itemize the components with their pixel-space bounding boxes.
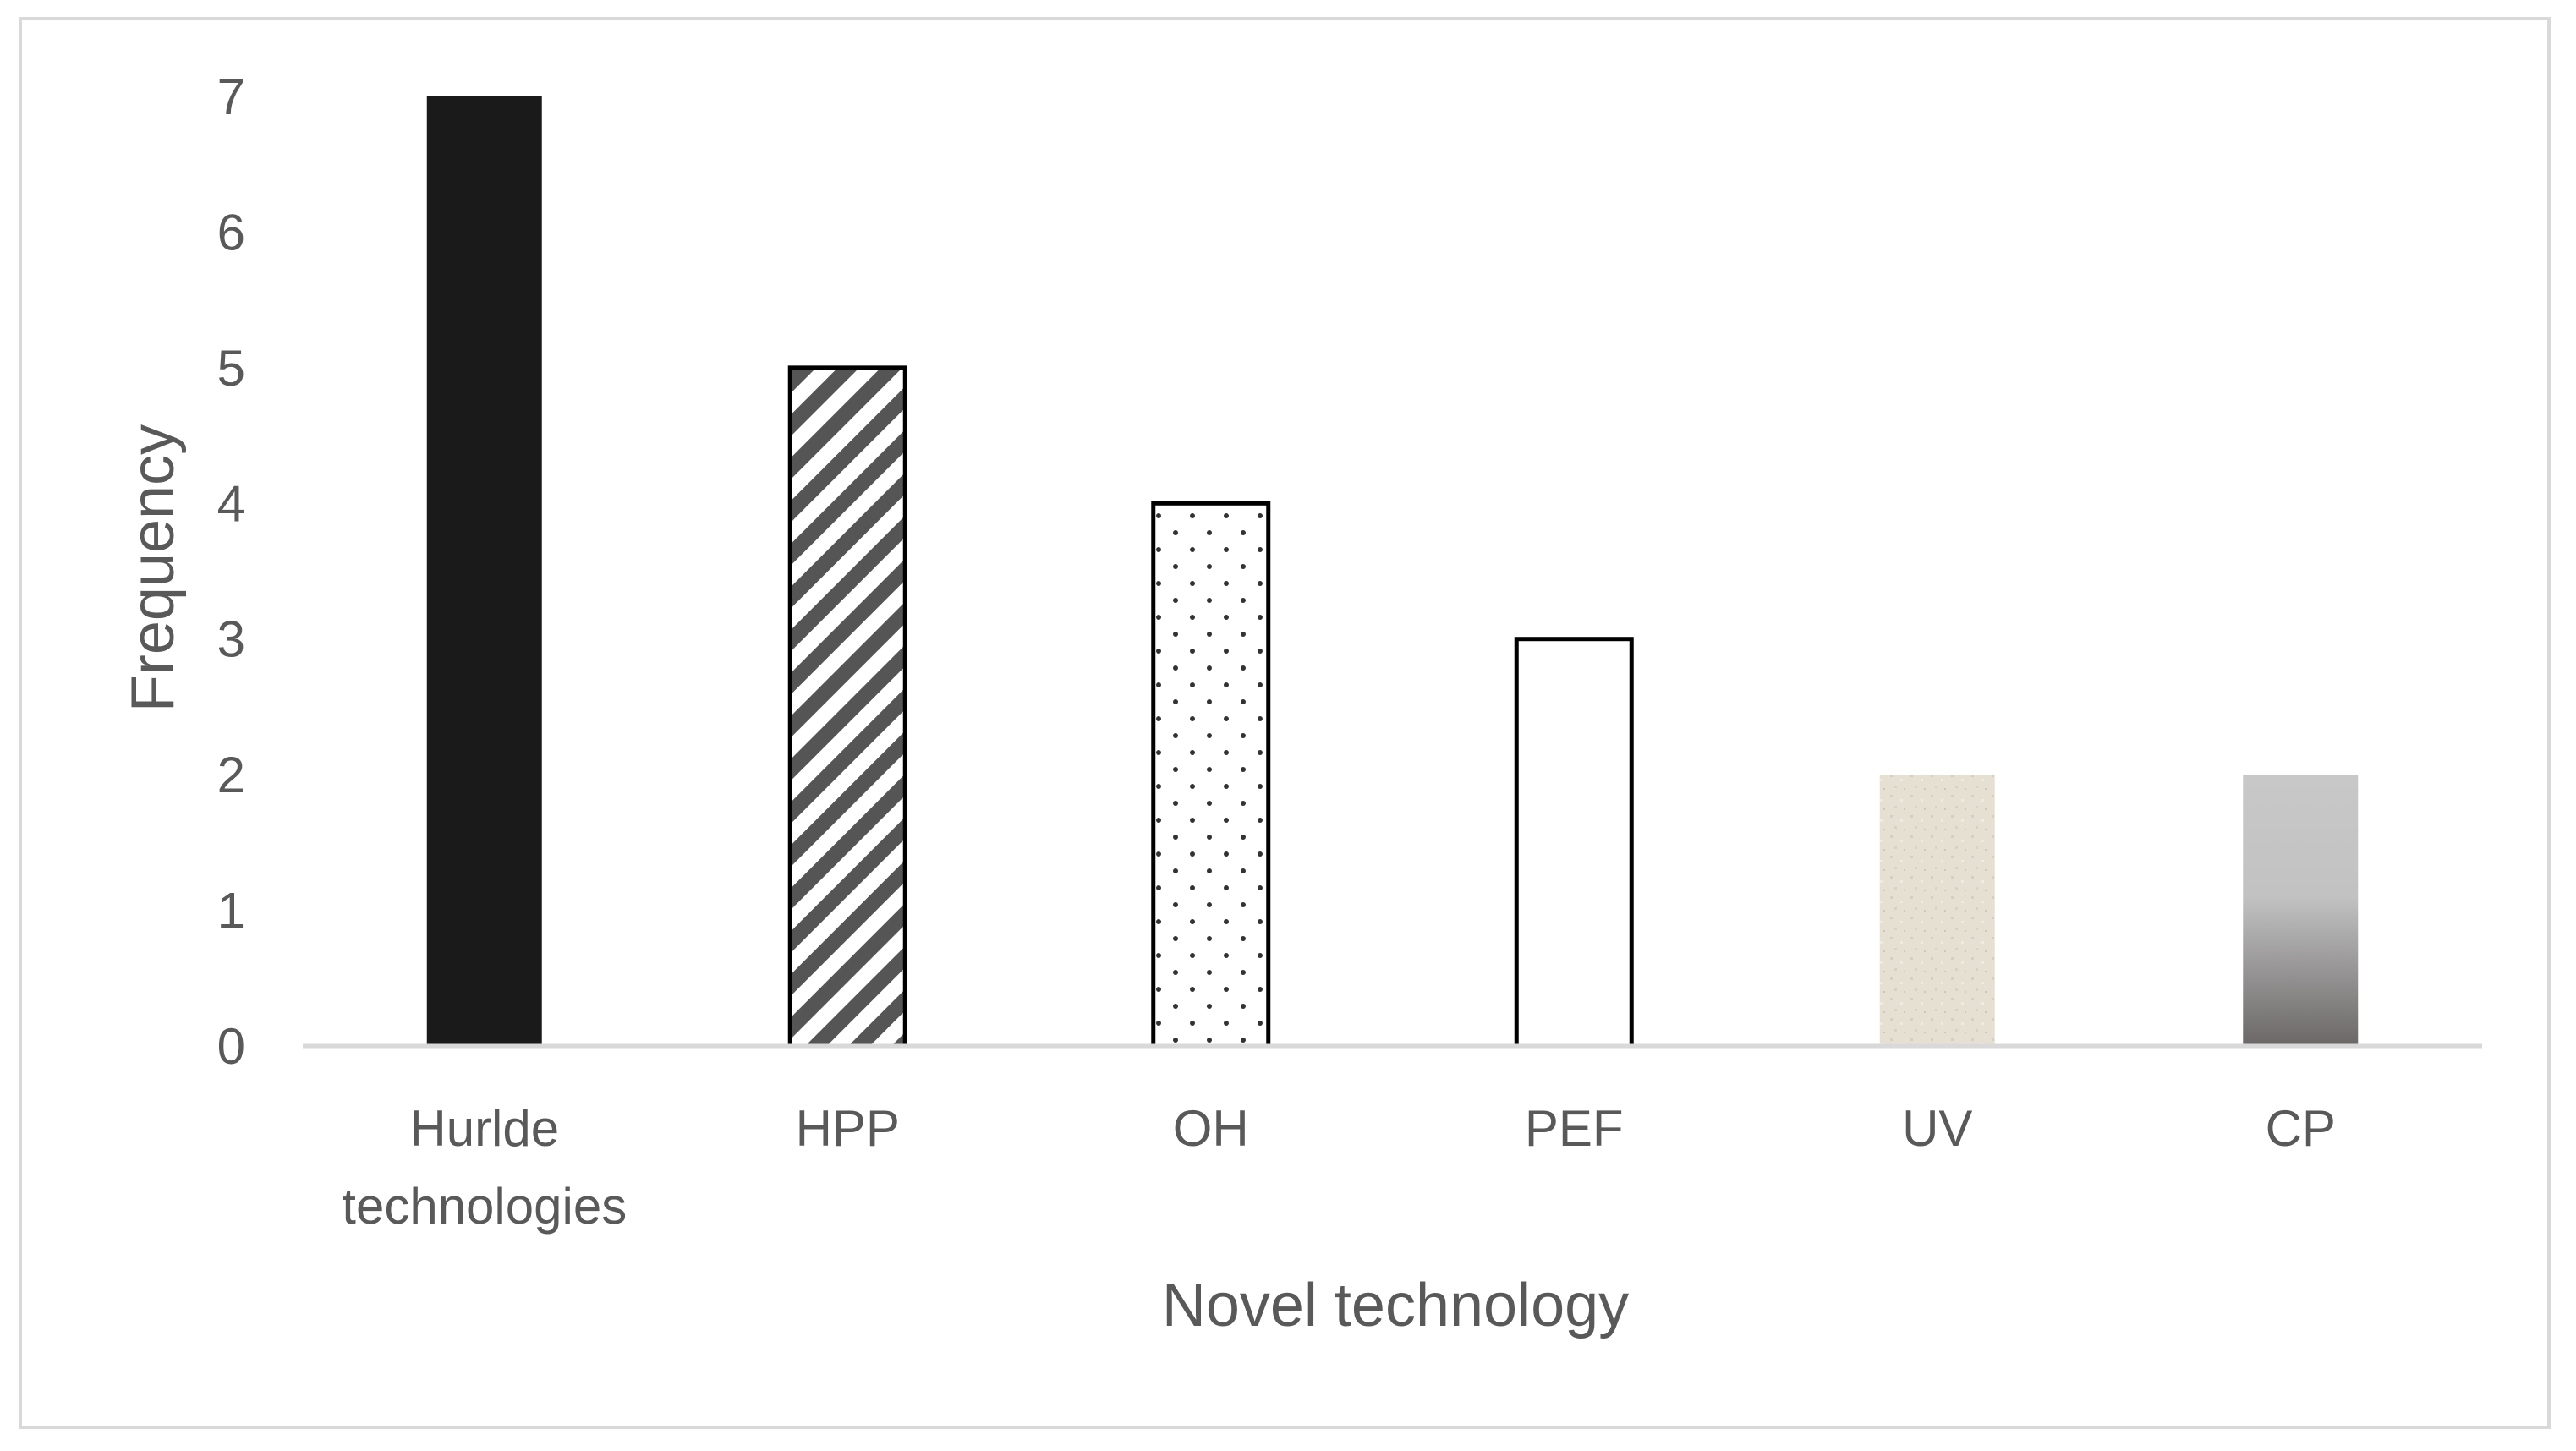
- bar-oh: [1151, 501, 1271, 1049]
- x-tick-label-line: Hurlde: [409, 1100, 559, 1157]
- y-tick-label: 1: [217, 883, 245, 939]
- x-tick-label-line: PEF: [1525, 1100, 1624, 1157]
- x-tick-label: HPP: [796, 1100, 900, 1157]
- y-tick-labels: 0 1 2 3 4 5 6 7: [217, 68, 245, 1075]
- y-tick-label: 6: [217, 204, 245, 260]
- x-tick-label: OH: [1173, 1100, 1249, 1157]
- y-tick-label: 2: [217, 747, 245, 803]
- x-tick-label: CP: [2266, 1100, 2336, 1157]
- y-tick-label: 4: [217, 475, 245, 532]
- x-tick-label: Hurlde technologies: [342, 1100, 627, 1235]
- x-tick-labels: Hurlde technologies HPP OH PEF UV CP: [342, 1100, 2336, 1235]
- x-tick-label: UV: [1902, 1100, 1972, 1157]
- y-axis-title: Frequency: [119, 424, 187, 712]
- y-tick-label: 7: [217, 68, 245, 125]
- y-tick-label: 3: [217, 611, 245, 668]
- x-tick-label-line: OH: [1173, 1100, 1249, 1157]
- bar-pef: [1514, 637, 1634, 1049]
- x-tick-label-line: CP: [2266, 1100, 2336, 1157]
- x-tick-label-line: UV: [1902, 1100, 1972, 1157]
- bar-hurlde-technologies: [426, 96, 542, 1046]
- x-tick-label: PEF: [1525, 1100, 1624, 1157]
- bar-uv: [1879, 775, 1995, 1046]
- x-tick-label-line: HPP: [796, 1100, 900, 1157]
- bar-cp: [2243, 775, 2359, 1046]
- x-tick-label-line: technologies: [342, 1178, 627, 1235]
- y-tick-label: 5: [217, 340, 245, 397]
- bars: [426, 96, 2359, 1049]
- y-tick-label: 0: [217, 1018, 245, 1075]
- x-axis-title: Novel technology: [1162, 1272, 1629, 1339]
- bar-hpp: [787, 365, 907, 1049]
